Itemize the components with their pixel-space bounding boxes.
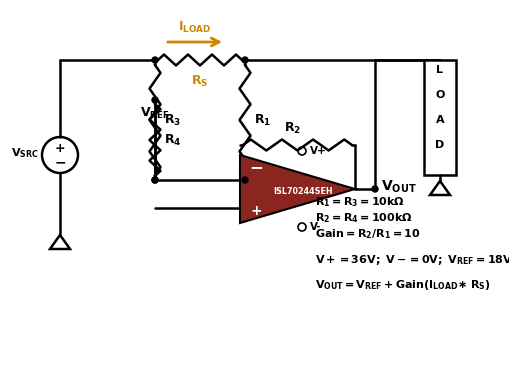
Text: $\mathbf{Gain = R_2/R_1 = 10}$: $\mathbf{Gain = R_2/R_1 = 10}$ — [315, 227, 420, 241]
Text: $\mathbf{R_3}$: $\mathbf{R_3}$ — [164, 112, 181, 128]
Text: $\mathbf{V_{REF}}$: $\mathbf{V_{REF}}$ — [140, 106, 170, 121]
Text: −: − — [54, 155, 66, 169]
Text: −: − — [249, 158, 263, 176]
Text: $\mathbf{R_2 = R_4 = 100k\Omega}$: $\mathbf{R_2 = R_4 = 100k\Omega}$ — [315, 211, 413, 225]
Text: $\mathbf{R_1 = R_3 = 10k\Omega}$: $\mathbf{R_1 = R_3 = 10k\Omega}$ — [315, 195, 405, 209]
Circle shape — [152, 97, 158, 103]
Text: $\mathbf{I_{LOAD}}$: $\mathbf{I_{LOAD}}$ — [178, 20, 212, 35]
Text: $\mathbf{V_{OUT} = V_{REF} + Gain(I_{LOAD}{\ast}\ R_S)}$: $\mathbf{V_{OUT} = V_{REF} + Gain(I_{LOA… — [315, 278, 491, 292]
Circle shape — [242, 57, 248, 63]
Text: $\mathbf{R_2}$: $\mathbf{R_2}$ — [284, 121, 301, 136]
Text: $\mathbf{V_{SRC}}$: $\mathbf{V_{SRC}}$ — [12, 146, 39, 160]
Bar — [424, 60, 456, 175]
Text: $\mathbf{R_4}$: $\mathbf{R_4}$ — [164, 132, 182, 148]
Text: D: D — [435, 140, 445, 150]
Polygon shape — [240, 155, 355, 223]
Circle shape — [372, 186, 378, 192]
Text: $\mathbf{V_{OUT}}$: $\mathbf{V_{OUT}}$ — [381, 179, 417, 195]
Circle shape — [152, 57, 158, 63]
Text: $\mathbf{V+ = 36V;\ V- = 0V;\ V_{REF} = 18V}$: $\mathbf{V+ = 36V;\ V- = 0V;\ V_{REF} = … — [315, 253, 509, 267]
Circle shape — [152, 177, 158, 183]
Text: +: + — [54, 141, 65, 155]
Text: V-: V- — [310, 222, 322, 232]
Text: +: + — [250, 204, 262, 218]
Circle shape — [242, 177, 248, 183]
Text: $\mathbf{R_S}$: $\mathbf{R_S}$ — [191, 74, 209, 89]
Text: L: L — [437, 65, 443, 75]
Text: O: O — [435, 90, 445, 100]
Text: A: A — [436, 115, 444, 125]
Text: V+: V+ — [310, 146, 327, 156]
Text: $\mathbf{R_1}$: $\mathbf{R_1}$ — [254, 112, 271, 128]
Text: ISL70244SEH: ISL70244SEH — [273, 186, 333, 195]
Circle shape — [152, 177, 158, 183]
